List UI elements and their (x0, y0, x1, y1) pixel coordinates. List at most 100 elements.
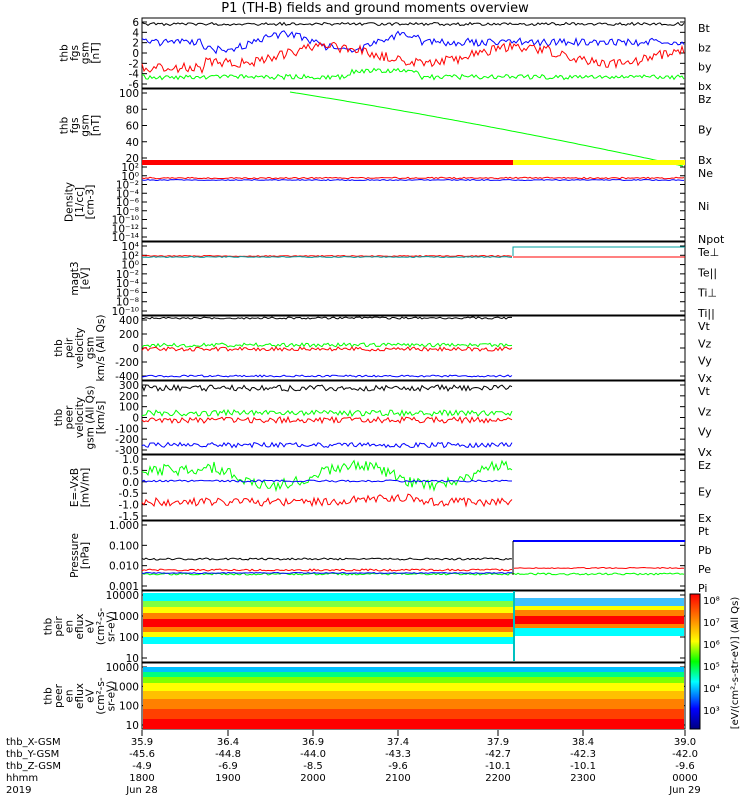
spectrogram-band (143, 683, 684, 691)
trace-ez (141, 493, 513, 508)
spectrogram-peer (143, 667, 684, 729)
y-tick-label: 10⁻⁶ (116, 287, 139, 299)
x-axis-value: 2300 (570, 773, 595, 784)
y-tick-label: 0.5 (122, 465, 139, 477)
x-axis-row-name: thb_Z-GSM (6, 761, 61, 772)
x-axis-value: 36.4 (217, 737, 239, 748)
legend-entry: Vx (698, 446, 713, 459)
y-axis-label-line: thb (53, 339, 65, 357)
y-tick-label: 1000 (112, 681, 139, 693)
y-tick-label: -400 (115, 371, 139, 383)
y-axis-label-line: eflux (74, 683, 86, 709)
y-axis-label: thbpeirvelocitygsmkm/s (All Qs) (53, 315, 107, 382)
x-axis-value: 0000 (672, 773, 697, 784)
y-axis-label-line: [eV] (79, 268, 91, 290)
y-axis-label-line: thb (43, 617, 55, 635)
legend-entry: Pe (698, 563, 711, 576)
y-tick-label: 20 (126, 153, 139, 165)
legend-entry: Ne (698, 167, 713, 180)
x-axis-value: Jun 29 (668, 785, 701, 796)
y-tick-label: 10⁻¹⁴ (112, 232, 139, 244)
y-axis-label-line: velocity (74, 327, 86, 368)
y-tick-label: -1.5 (119, 511, 140, 523)
y-tick-label: 300 (119, 380, 139, 392)
panel-frame (141, 520, 686, 591)
x-axis-value: 37.9 (487, 737, 509, 748)
legend-entry: Vz (698, 337, 712, 350)
spectrogram-band (515, 606, 684, 610)
y-axis-label-line: peer (53, 683, 65, 708)
y-axis-label-line: peer (64, 405, 76, 430)
trace-ex (141, 479, 512, 483)
y-axis-label: thbfgsgsm[nT] (58, 114, 102, 136)
y-axis-label-line: [km/s] (95, 401, 107, 435)
y-tick-label: -300 (115, 445, 139, 457)
y-tick-label: 100 (119, 632, 139, 644)
y-axis-label-line: en (64, 689, 76, 702)
plot-title: P1 (TH-B) fields and ground moments over… (221, 1, 529, 16)
y-axis-label-line: thb (58, 116, 70, 134)
y-tick-label: 200 (119, 329, 139, 341)
legend-entry: Pi (698, 582, 707, 595)
y-tick-label: 100 (119, 402, 139, 414)
legend-entry: bz (698, 41, 711, 54)
x-axis-value: -43.3 (385, 749, 411, 760)
panel-efield: 1.00.50.0-0.5-1.0-1.5 E=-VxB[mV/m] Ez Ey Ex (69, 454, 712, 525)
legend-entry: Vz (698, 405, 712, 418)
trace-peer-vx (141, 441, 513, 449)
trace-bt (141, 21, 685, 27)
y-axis-label-line: km/s (All Qs) (95, 315, 107, 382)
trace-pb-after (513, 566, 685, 570)
y-tick-label: -200 (115, 357, 139, 369)
trace-peir-vy (141, 342, 513, 348)
spectrogram-band (143, 637, 513, 644)
y-axis-label-line: thb (43, 687, 55, 705)
panel-peer-spec: 10000 1000 100 10 thbpeerenefluxeV(cm²-s-sr-… (43, 662, 686, 732)
y-tick-label: 10² (121, 250, 139, 262)
trace-ey (141, 459, 513, 493)
x-axis-value: -10.1 (485, 761, 511, 772)
x-axis-value: 2100 (385, 773, 410, 784)
y-tick-label: 0 (132, 413, 139, 425)
spectrogram-peir (143, 591, 684, 661)
y-tick-label: 10⁻⁸ (116, 206, 139, 218)
trace-pb (141, 568, 513, 572)
y-tick-label: 10⁴ (121, 241, 139, 253)
colorbar-label: [eV/(cm²-s-str-eV)] (All Qs) (730, 597, 741, 730)
trace-peir-vx (141, 374, 513, 378)
trace-ne (141, 176, 685, 180)
trace-te-perp (141, 254, 513, 258)
y-axis-label-line: fgs (69, 118, 81, 134)
legend-entry: Vy (698, 426, 712, 439)
y-tick-label: 10⁻¹⁰ (112, 215, 139, 227)
x-axis-value: -44.8 (215, 749, 241, 760)
spectrogram-band (515, 598, 684, 606)
legend-entry: Ey (698, 486, 712, 499)
y-tick-label: 10⁰ (121, 171, 139, 183)
legend-entry: By (698, 124, 713, 137)
legend-entry: Ex (698, 512, 712, 525)
panel-frame (141, 590, 686, 663)
y-axis-label-line: eV (85, 688, 97, 702)
trace-ti (141, 255, 513, 259)
legend-entry: Ti⊥ (697, 287, 717, 300)
trace-peir-vz (141, 346, 513, 352)
x-axis-row-name: hhmm (6, 773, 38, 784)
legend-entry: Pt (698, 525, 710, 538)
y-axis-label-line: peir (53, 616, 65, 637)
traces (141, 21, 685, 729)
y-axis-label: Pressure[nPa] (69, 533, 92, 578)
legend-entry: by (698, 61, 712, 74)
y-tick-label: 1000 (112, 611, 139, 623)
y-axis-label: E=-VxB[mV/m] (69, 468, 92, 507)
y-axis-label-line: gsm (85, 337, 97, 359)
y-tick-label: -6 (129, 79, 140, 91)
panel-frame (141, 454, 686, 521)
spectrogram-band (143, 691, 684, 699)
y-axis-label-line: (cm²-s- (95, 677, 107, 715)
x-axis-value: -8.5 (303, 761, 323, 772)
spectrogram-band (143, 709, 684, 719)
y-tick-label: -200 (115, 434, 139, 446)
panel-frame (141, 88, 686, 163)
